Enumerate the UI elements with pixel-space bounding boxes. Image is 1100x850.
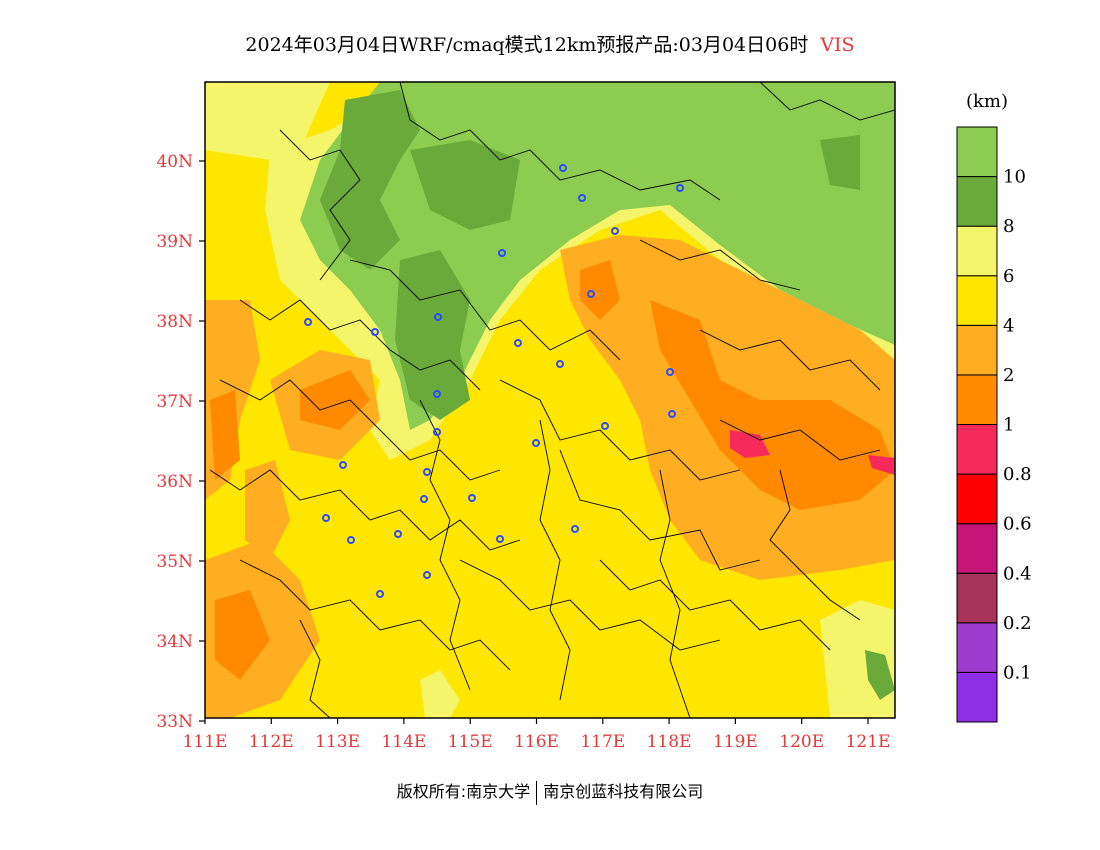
station-marker bbox=[666, 368, 674, 376]
map-title: 2024年03月04日WRF/cmaq模式12km预报产品:03月04日06时 V… bbox=[0, 30, 1100, 57]
station-marker bbox=[668, 410, 676, 418]
title-text: 2024年03月04日WRF/cmaq模式12km预报产品:03月04日06时 bbox=[245, 34, 809, 56]
longitude-axis: 111E 112E 113E 114E 115E 116E 117E 118E 119E 120E… bbox=[183, 718, 891, 752]
station-marker bbox=[420, 495, 428, 503]
admin-boundaries bbox=[209, 82, 895, 718]
colorbar-swatch bbox=[956, 523, 998, 574]
colorbar-swatch bbox=[956, 622, 998, 673]
colorbar-swatch bbox=[956, 176, 998, 227]
colorbar-swatch bbox=[956, 225, 998, 277]
colorbar-label: 2 bbox=[1003, 365, 1014, 386]
station-marker bbox=[322, 514, 330, 522]
station-marker bbox=[611, 227, 619, 235]
colorbar-swatch bbox=[956, 126, 998, 178]
map-frame bbox=[204, 81, 896, 719]
lon-label: 114E bbox=[381, 732, 426, 752]
lat-label: 33N bbox=[156, 712, 193, 732]
colorbar-swatch bbox=[956, 424, 998, 475]
station-marker bbox=[514, 339, 522, 347]
lon-label: 121E bbox=[846, 732, 891, 752]
colorbar-swatch bbox=[956, 473, 998, 525]
lon-label: 115E bbox=[448, 732, 493, 752]
colorbar-swatch bbox=[956, 324, 998, 376]
station-marker bbox=[578, 194, 586, 202]
colorbar: 0.1 0.2 0.4 0.6 0.8 1 2 4 6 8 10 bbox=[956, 126, 1032, 723]
footer-company: 南京创蓝科技有限公司 bbox=[543, 782, 704, 801]
station-marker bbox=[394, 530, 402, 538]
station-marker bbox=[304, 318, 312, 326]
visibility-field bbox=[205, 82, 895, 718]
station-marker bbox=[498, 249, 506, 257]
station-marker bbox=[434, 313, 442, 321]
lat-label: 39N bbox=[156, 232, 193, 252]
station-marker bbox=[339, 461, 347, 469]
lat-label: 35N bbox=[156, 552, 193, 572]
lon-label: 112E bbox=[249, 732, 294, 752]
lat-label: 38N bbox=[156, 312, 193, 332]
station-markers bbox=[304, 164, 684, 598]
station-marker bbox=[559, 164, 567, 172]
colorbar-label: 0.2 bbox=[1003, 613, 1032, 634]
station-marker bbox=[496, 535, 504, 543]
station-marker bbox=[433, 390, 441, 398]
lat-label: 36N bbox=[156, 472, 193, 492]
lon-label: 111E bbox=[183, 732, 228, 752]
colorbar-swatch bbox=[956, 671, 998, 723]
title-variable: VIS bbox=[820, 34, 855, 56]
station-marker bbox=[376, 590, 384, 598]
lon-label: 120E bbox=[779, 732, 824, 752]
lon-label: 117E bbox=[580, 732, 625, 752]
colorbar-label: 10 bbox=[1003, 167, 1026, 188]
colorbar-swatch bbox=[956, 572, 998, 624]
footer-separator bbox=[536, 780, 538, 805]
colorbar-swatch bbox=[956, 374, 998, 425]
lat-label: 37N bbox=[156, 392, 193, 412]
lon-label: 119E bbox=[713, 732, 758, 752]
lat-label: 34N bbox=[156, 632, 193, 652]
footer-copyright: 版权所有:南京大学 bbox=[396, 782, 531, 801]
station-marker bbox=[371, 328, 379, 336]
station-marker bbox=[532, 439, 540, 447]
copyright-footer: 版权所有:南京大学 南京创蓝科技有限公司 bbox=[0, 778, 1100, 805]
colorbar-label: 4 bbox=[1003, 315, 1014, 336]
colorbar-swatch bbox=[956, 275, 998, 326]
lat-label: 40N bbox=[156, 152, 193, 172]
station-marker bbox=[347, 536, 355, 544]
colorbar-label: 0.8 bbox=[1003, 464, 1032, 485]
colorbar-label: 0.1 bbox=[1003, 662, 1032, 683]
lon-label: 116E bbox=[514, 732, 559, 752]
colorbar-label: 6 bbox=[1003, 266, 1014, 287]
station-marker bbox=[468, 494, 476, 502]
colorbar-label: 1 bbox=[1003, 415, 1014, 436]
lon-label: 118E bbox=[647, 732, 692, 752]
station-marker bbox=[676, 184, 684, 192]
station-marker bbox=[601, 422, 609, 430]
colorbar-label: 0.4 bbox=[1003, 563, 1032, 584]
colorbar-unit: (km) bbox=[966, 91, 1008, 112]
station-marker bbox=[587, 290, 595, 298]
station-marker bbox=[423, 468, 431, 476]
station-marker bbox=[556, 360, 564, 368]
colorbar-label: 0.6 bbox=[1003, 514, 1032, 535]
colorbar-label: 8 bbox=[1003, 216, 1014, 237]
lon-label: 113E bbox=[315, 732, 360, 752]
station-marker bbox=[433, 428, 441, 436]
station-marker bbox=[571, 525, 579, 533]
latitude-axis: 40N 39N 38N 37N 36N 35N 34N 33N bbox=[156, 152, 205, 732]
station-marker bbox=[423, 571, 431, 579]
